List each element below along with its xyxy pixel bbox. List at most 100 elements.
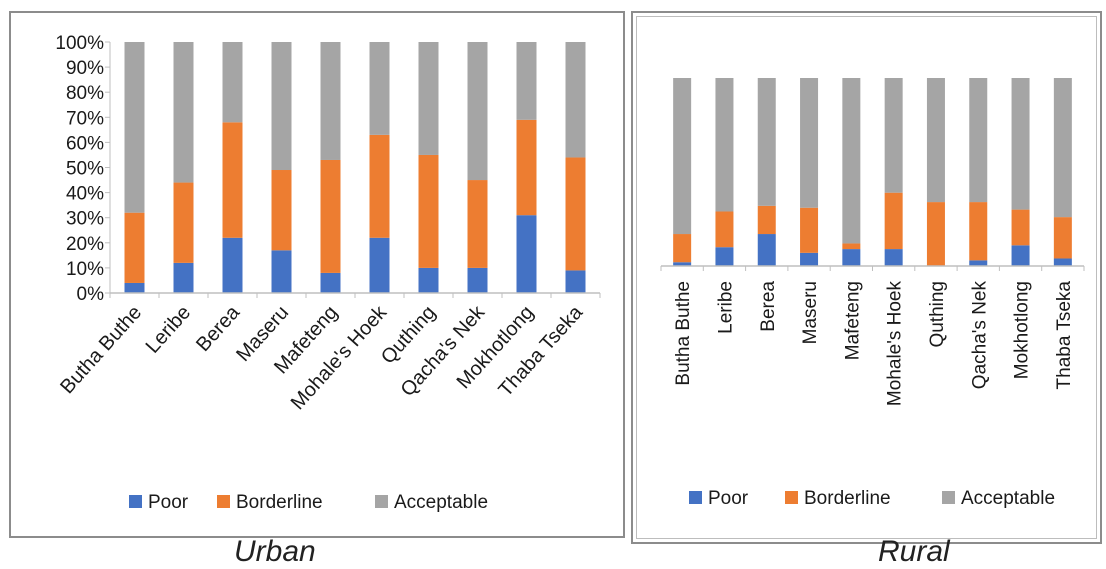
rural-bar-borderline-mafeteng xyxy=(842,243,861,250)
urban-y-tick-label: 60% xyxy=(66,133,104,154)
rural-bar-borderline-quthing xyxy=(926,202,945,266)
urban-category-label: Butha Buthe xyxy=(56,302,146,399)
urban-bar-poor-quthing xyxy=(418,267,439,293)
rural-bar-borderline-mokhotlong xyxy=(1011,209,1030,246)
urban-bar-acceptable-qacha-s-nek xyxy=(467,42,488,181)
urban-y-tick-label: 50% xyxy=(66,159,104,180)
rural-legend-swatch-poor xyxy=(689,491,702,504)
rural-category-label: Mafeteng xyxy=(842,281,863,360)
urban-bar-poor-leribe xyxy=(173,262,194,293)
rural-bar-acceptable-mohale-s-hoek xyxy=(884,78,903,193)
urban-bar-poor-maseru xyxy=(271,250,292,293)
urban-y-tick-label: 40% xyxy=(66,184,104,205)
rural-category-label: Berea xyxy=(758,281,779,332)
urban-y-tick-label: 0% xyxy=(77,284,105,305)
urban-y-tick-label: 20% xyxy=(66,234,104,255)
urban-legend-label-borderline: Borderline xyxy=(236,492,323,513)
urban-bar-borderline-maseru xyxy=(271,170,292,251)
urban-y-tick-label: 90% xyxy=(66,58,104,79)
urban-legend-label-acceptable: Acceptable xyxy=(394,492,488,513)
rural-legend-label-acceptable: Acceptable xyxy=(961,488,1055,509)
urban-bar-acceptable-maseru xyxy=(271,42,292,171)
rural-category-label: Mokhotlong xyxy=(1012,281,1033,379)
rural-legend-swatch-acceptable xyxy=(942,491,955,504)
rural-category-label: Qacha's Nek xyxy=(969,281,990,390)
rural-bar-borderline-leribe xyxy=(715,211,734,248)
urban-bar-poor-mohale-s-hoek xyxy=(369,237,390,293)
rural-bar-poor-berea xyxy=(757,234,776,266)
rural-legend-label-poor: Poor xyxy=(708,488,749,509)
rural-bar-poor-thaba-tseka xyxy=(1053,258,1072,266)
rural-bar-acceptable-quthing xyxy=(926,78,945,203)
urban-bar-poor-butha-buthe xyxy=(124,282,145,293)
urban-caption: Urban xyxy=(234,535,316,568)
rural-bar-poor-mafeteng xyxy=(842,249,861,266)
rural-legend-label-borderline: Borderline xyxy=(804,488,891,509)
rural-stacked-bar-chart: Butha Buthe Leribe Berea Maseru Mafeteng Moha… xyxy=(660,78,1085,509)
urban-category-label: Leribe xyxy=(142,302,196,358)
rural-legend-swatch-borderline xyxy=(785,491,798,504)
rural-bar-acceptable-butha-buthe xyxy=(673,78,692,235)
rural-bar-borderline-mohale-s-hoek xyxy=(884,192,903,250)
rural-bar-acceptable-berea xyxy=(757,78,776,206)
urban-bar-acceptable-quthing xyxy=(418,42,439,155)
urban-bar-borderline-quthing xyxy=(418,154,439,268)
urban-bar-poor-mafeteng xyxy=(320,272,341,293)
urban-bar-acceptable-mohale-s-hoek xyxy=(369,42,390,135)
urban-bar-poor-berea xyxy=(222,237,243,293)
urban-bar-borderline-berea xyxy=(222,122,243,238)
rural-bar-acceptable-mafeteng xyxy=(842,78,861,244)
rural-bar-acceptable-mokhotlong xyxy=(1011,78,1030,210)
urban-bar-borderline-leribe xyxy=(173,182,194,263)
rural-bar-borderline-qacha-s-nek xyxy=(969,202,988,261)
urban-bar-borderline-mohale-s-hoek xyxy=(369,134,390,238)
rural-bar-poor-mohale-s-hoek xyxy=(884,249,903,266)
urban-bar-borderline-qacha-s-nek xyxy=(467,180,488,268)
rural-bar-poor-mokhotlong xyxy=(1011,245,1030,266)
rural-category-label: Butha Buthe xyxy=(673,281,694,386)
urban-bar-poor-mokhotlong xyxy=(516,215,537,293)
rural-bar-acceptable-qacha-s-nek xyxy=(969,78,988,203)
rural-bar-acceptable-maseru xyxy=(800,78,819,208)
rural-category-label: Maseru xyxy=(800,281,821,344)
urban-bar-acceptable-leribe xyxy=(173,42,194,183)
urban-legend-swatch-acceptable xyxy=(375,495,388,508)
rural-bar-borderline-maseru xyxy=(800,207,819,253)
rural-bar-borderline-butha-buthe xyxy=(673,234,692,263)
rural-category-label: Quthing xyxy=(927,281,948,348)
urban-bar-borderline-mafeteng xyxy=(320,159,341,273)
rural-bar-borderline-berea xyxy=(757,205,776,235)
rural-bar-acceptable-leribe xyxy=(715,78,734,212)
urban-stacked-bar-chart: 0% 10% 20% 30% 40% 50% 60% 70% 80% 90% 100% Butha B… xyxy=(55,33,601,513)
rural-category-label: Mohale's Hoek xyxy=(885,281,906,407)
rural-bar-poor-maseru xyxy=(800,252,819,266)
urban-bar-borderline-butha-buthe xyxy=(124,212,145,283)
rural-category-label: Thaba Tseka xyxy=(1054,281,1075,390)
urban-bar-acceptable-mafeteng xyxy=(320,42,341,160)
urban-legend-swatch-poor xyxy=(129,495,142,508)
urban-y-tick-label: 30% xyxy=(66,209,104,230)
rural-category-label: Leribe xyxy=(715,281,736,334)
rural-chart-panel: Butha Buthe Leribe Berea Maseru Mafeteng Moha… xyxy=(631,11,1102,544)
urban-bar-borderline-thaba-tseka xyxy=(565,157,586,271)
rural-bar-poor-qacha-s-nek xyxy=(969,260,988,266)
urban-legend-label-poor: Poor xyxy=(148,492,189,513)
urban-y-tick-label: 100% xyxy=(55,33,104,54)
rural-inner-border xyxy=(636,16,1097,539)
urban-y-tick-label: 70% xyxy=(66,108,104,129)
urban-y-tick-label: 80% xyxy=(66,83,104,104)
urban-bar-acceptable-mokhotlong xyxy=(516,42,537,120)
urban-legend-swatch-borderline xyxy=(217,495,230,508)
urban-bar-poor-thaba-tseka xyxy=(565,270,586,293)
urban-chart-panel: 0% 10% 20% 30% 40% 50% 60% 70% 80% 90% 100% Butha B… xyxy=(9,11,625,538)
rural-bar-acceptable-thaba-tseka xyxy=(1053,78,1072,218)
rural-bar-poor-leribe xyxy=(715,247,734,266)
urban-bar-poor-qacha-s-nek xyxy=(467,267,488,293)
rural-bar-poor-butha-buthe xyxy=(673,262,692,266)
urban-bar-borderline-mokhotlong xyxy=(516,119,537,216)
rural-caption: Rural xyxy=(878,535,950,568)
urban-bar-acceptable-butha-buthe xyxy=(124,42,145,213)
urban-y-tick-label: 10% xyxy=(66,259,104,280)
urban-bar-acceptable-thaba-tseka xyxy=(565,42,586,158)
urban-bar-acceptable-berea xyxy=(222,42,243,123)
